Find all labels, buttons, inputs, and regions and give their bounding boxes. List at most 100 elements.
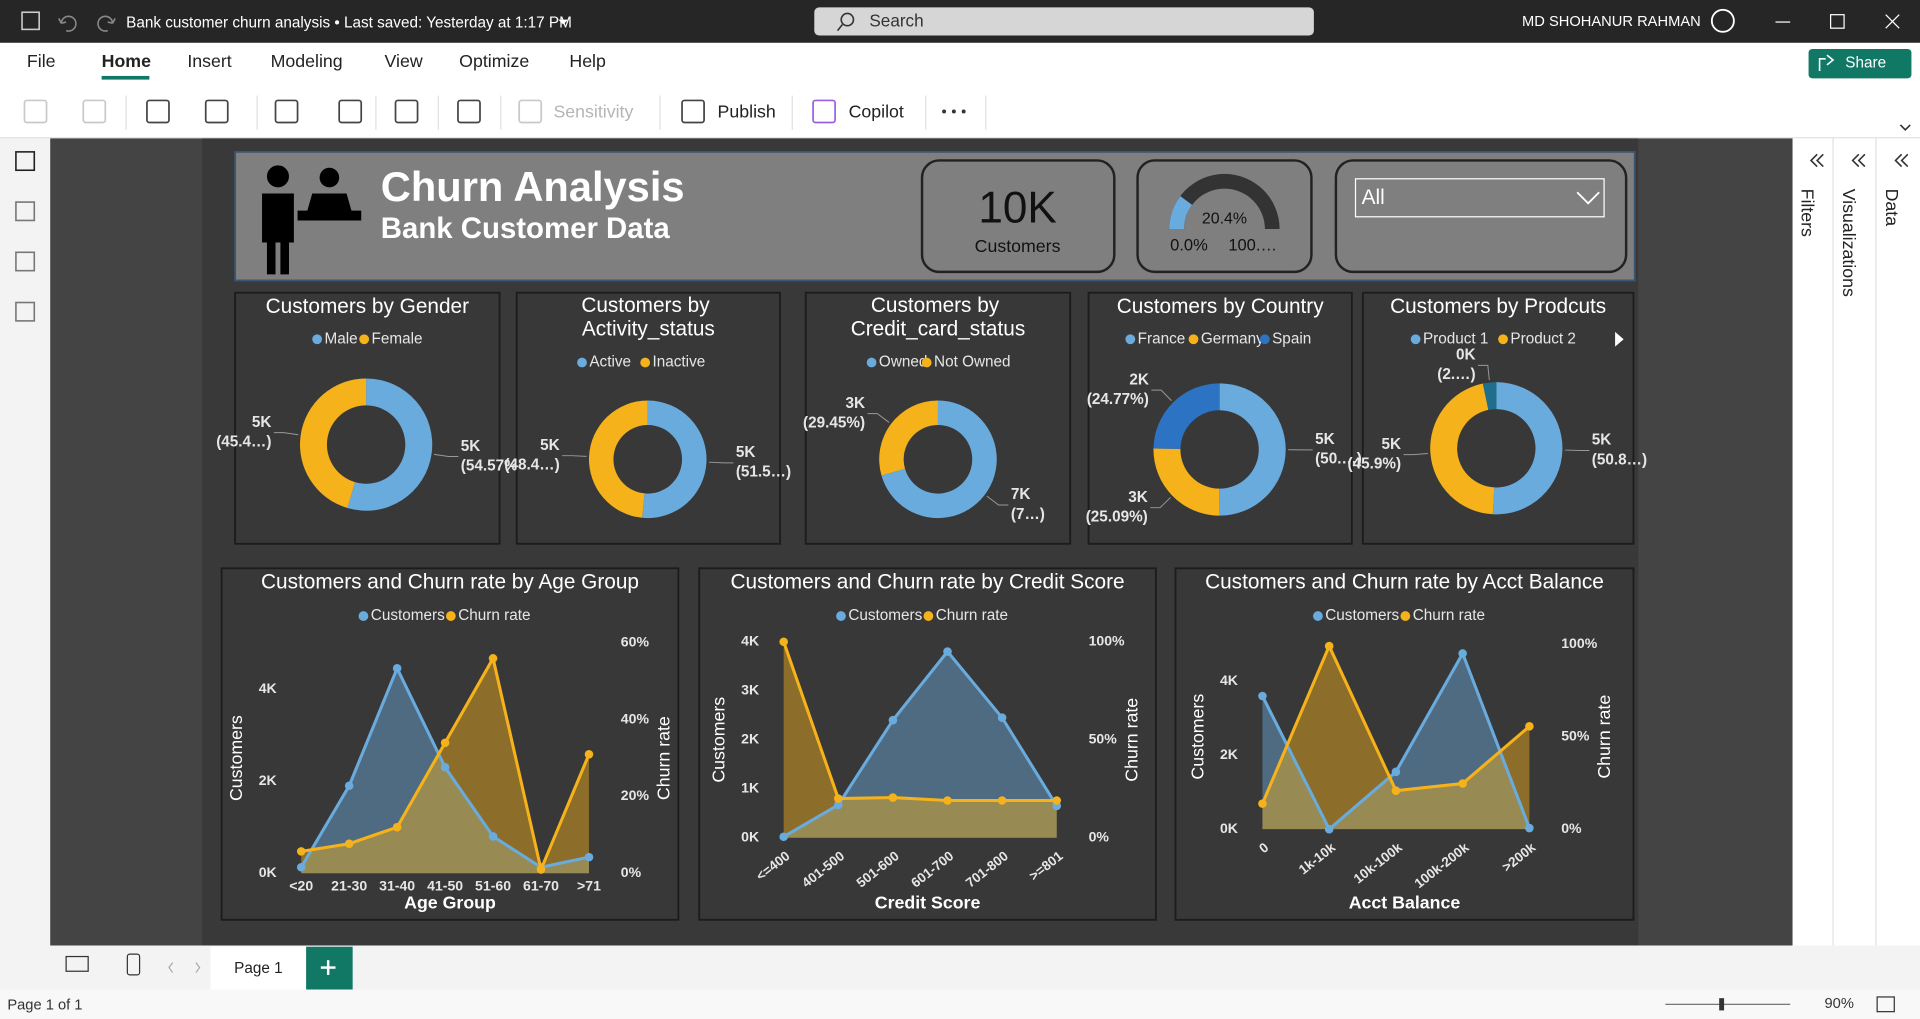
y-tick-label: 1K [741,779,760,795]
ribbon-icon[interactable] [812,99,836,124]
user-avatar[interactable] [1710,8,1735,33]
x-tick-label: <20 [289,877,313,893]
ribbon-button[interactable]: Publish [718,101,776,121]
fit-page-icon[interactable] [1876,996,1895,1013]
chart-title: Customers by Country [1117,295,1324,318]
ribbon-icon[interactable] [338,99,363,124]
x-axis-title: Age Group [404,893,496,913]
data-point [943,647,952,656]
ribbon-icon[interactable] [681,99,705,124]
legend-marker [1410,334,1421,345]
search-text: Search [869,11,923,31]
mobile-view-icon[interactable] [126,953,141,976]
title-line: Customers by [581,294,715,317]
menu-tab[interactable]: Help [569,51,606,71]
ribbon-icon[interactable] [146,99,170,124]
data-point [440,738,450,748]
data-label: 5K [736,444,756,461]
donut-slice [881,400,997,519]
menu-tab[interactable]: Modeling [271,51,343,71]
donut-slice [642,400,707,519]
data-label: (25.09%) [1086,509,1148,526]
chart-title: Customers by Activity_status [581,294,715,340]
area [783,651,1057,838]
menu-tab[interactable]: View [384,51,422,71]
search-icon [840,12,855,27]
ribbon-icon[interactable] [518,99,543,124]
x-axis-title: Acct Balance [1349,893,1461,913]
view-icon[interactable] [15,201,36,222]
menu-tab[interactable]: File [27,51,56,71]
pane-title[interactable]: Data [1882,189,1902,227]
data-label: 5K [252,414,272,431]
view-icon[interactable] [15,301,36,322]
legend-next[interactable] [1615,331,1624,347]
data-label: (51.5…) [736,464,791,481]
x-tick-label: 31-40 [379,877,415,893]
ribbon-icon[interactable] [204,99,229,124]
data-label: 2K [1129,371,1149,388]
ribbon-icon[interactable] [82,99,107,124]
leader-line [1150,497,1171,509]
ribbon-icon[interactable] [394,99,419,124]
y2-tick-label: 100% [1089,632,1125,648]
y2-tick-label: 0% [621,864,642,880]
ribbon-button[interactable]: Sensitivity [553,101,633,121]
y-tick-label: 4K [1220,672,1239,688]
x-tick-label: 41-50 [427,877,463,893]
desk-icon [297,193,362,221]
search-box[interactable] [814,7,1314,36]
leader-line [1478,364,1490,381]
pane-title[interactable]: Visualizations [1839,189,1859,297]
zoom-thumb[interactable] [1719,998,1725,1011]
pane-expand[interactable] [1894,153,1909,168]
pane-title[interactable]: Filters [1797,189,1817,237]
ribbon-icon[interactable] [23,99,48,124]
ribbon-icon[interactable] [457,99,481,124]
data-point [1525,722,1534,731]
pane-expand[interactable] [1851,153,1866,168]
donut-slice [1153,448,1220,516]
visual-container [1174,567,1635,921]
y2-axis-title: Churn rate [654,716,674,800]
view-icon[interactable] [15,151,36,172]
share-button[interactable] [1808,48,1912,79]
y-tick-label: 0K [741,828,760,844]
legend-label: Germany [1201,330,1264,347]
view-icon[interactable] [15,251,36,272]
donut-slice [299,378,367,509]
slicer-value: All [1362,186,1385,209]
page-tab[interactable] [210,946,307,990]
menu-tab[interactable]: Insert [187,51,231,71]
menu-tab[interactable]: Optimize [459,51,529,71]
y2-tick-label: 40% [621,710,650,726]
menu-tab[interactable]: Home [102,51,151,71]
y-axis-title: Customers [709,697,729,783]
x-tick-label: 51-60 [475,877,511,893]
desktop-view-icon[interactable] [65,955,89,972]
leader-line [867,413,890,423]
person-icon [266,165,289,188]
kpi-card [920,159,1116,274]
y-tick-label: 4K [741,632,760,648]
slicer-dropdown[interactable] [1354,178,1605,218]
data-label: (45.9%) [1348,455,1402,472]
y2-tick-label: 0% [1561,820,1582,836]
ribbon-button[interactable]: Copilot [849,101,904,121]
data-point [440,763,450,772]
pane-expand[interactable] [1809,153,1824,168]
data-point [1391,786,1401,795]
legend-label: Owned [879,354,927,371]
ribbon-icon[interactable] [274,99,299,124]
data-point [536,865,546,874]
data-point [1458,779,1467,788]
legend-label: Churn rate [1413,607,1485,624]
page-tab-label[interactable]: Page 1 [234,960,282,977]
share-label: Share [1845,55,1886,72]
y2-tick-label: 60% [621,634,650,650]
legend-label: Male [324,330,357,347]
data-label: 5K [1381,436,1401,453]
data-label: (29.45%) [803,414,865,431]
data-point [943,796,952,805]
